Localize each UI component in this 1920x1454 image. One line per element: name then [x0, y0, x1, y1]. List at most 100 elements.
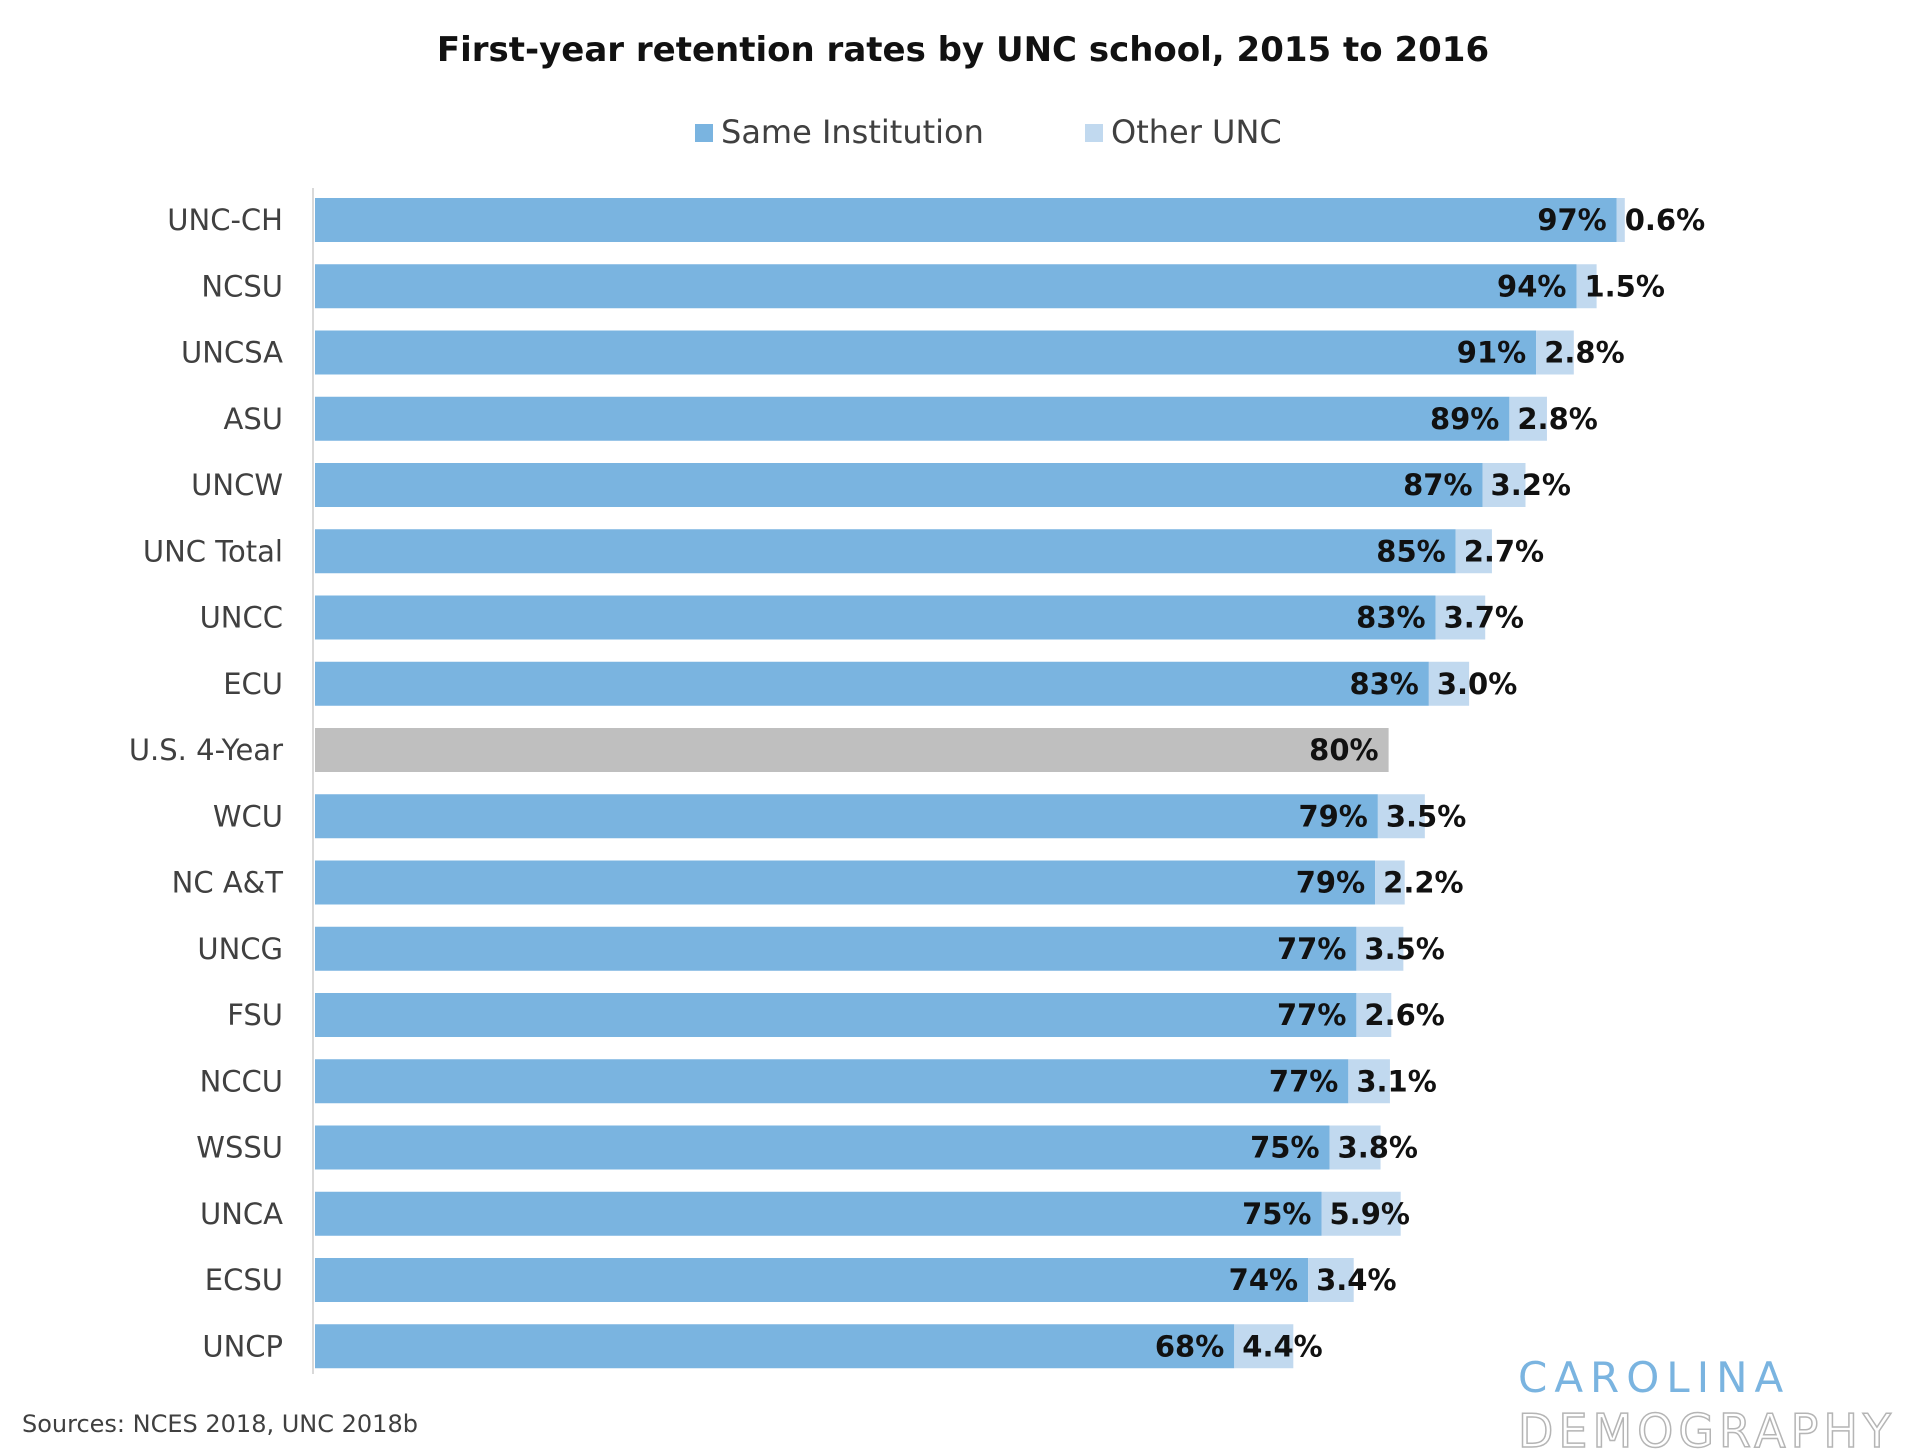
category-label-unc-ch: UNC-CH — [167, 203, 283, 237]
bar-other-fsu — [1356, 993, 1392, 1037]
value-label-same-ncsu: 94% — [1497, 269, 1566, 303]
category-label-ncsu: NCSU — [201, 269, 283, 303]
value-label-other-nc-a-t: 2.2% — [1383, 866, 1463, 900]
category-label-uncw: UNCW — [191, 468, 283, 502]
bar-other-unc-ch — [1616, 198, 1625, 242]
bar-same-wcu — [315, 794, 1378, 839]
brand-line-1: CAROLINA — [1518, 1353, 1790, 1402]
bar-other-uncg — [1356, 926, 1404, 971]
value-label-other-ncsu: 1.5% — [1584, 269, 1664, 303]
legend-label-other: Other UNC — [1111, 113, 1282, 151]
value-label-other-fsu: 2.6% — [1364, 998, 1444, 1032]
value-label-same-wcu: 79% — [1298, 799, 1367, 833]
value-label-same-unc-total: 85% — [1376, 534, 1445, 568]
value-label-same-wssu: 75% — [1250, 1131, 1319, 1165]
bar-same-unca — [315, 1191, 1322, 1236]
value-label-other-unc-total: 2.7% — [1464, 534, 1544, 568]
category-label-ecsu: ECSU — [205, 1263, 283, 1297]
category-label-nc-a-t: NC A&T — [172, 866, 284, 900]
bar-same-uncg — [315, 926, 1357, 971]
bar-other-uncw — [1482, 463, 1526, 507]
bar-same-fsu — [315, 993, 1357, 1037]
bar-other-uncsa — [1536, 330, 1574, 375]
value-label-same-ecsu: 74% — [1229, 1263, 1298, 1297]
category-label-unc-total: UNC Total — [143, 534, 283, 568]
value-label-other-uncw: 3.2% — [1491, 468, 1571, 502]
value-label-same-fsu: 77% — [1277, 998, 1346, 1032]
value-label-same-unca: 75% — [1242, 1197, 1311, 1231]
bar-same-ecu — [315, 661, 1429, 706]
value-label-same-asu: 89% — [1430, 402, 1499, 436]
category-label-asu: ASU — [224, 402, 283, 436]
category-label-uncc: UNCC — [200, 601, 283, 635]
bar-same-uncc — [315, 595, 1436, 640]
bar-other-ncsu — [1576, 264, 1597, 309]
bar-other-wssu — [1329, 1125, 1381, 1170]
bar-other-uncc — [1435, 595, 1486, 640]
bar-other-unc-total — [1455, 529, 1492, 574]
legend-swatch-other — [1085, 124, 1103, 142]
bar-same-wssu — [315, 1125, 1330, 1170]
chart-title: First-year retention rates by UNC school… — [437, 30, 1489, 70]
value-label-same-nccu: 77% — [1269, 1064, 1338, 1098]
bar-same-uncw — [315, 463, 1483, 507]
legend-label-same: Same Institution — [721, 113, 984, 151]
category-label-uncg: UNCG — [197, 932, 283, 966]
value-label-other-wcu: 3.5% — [1386, 799, 1466, 833]
value-label-other-ecsu: 3.4% — [1316, 1263, 1396, 1297]
category-label-unca: UNCA — [200, 1197, 283, 1231]
bar-other-unca — [1321, 1191, 1401, 1236]
legend-swatch-same — [695, 124, 713, 142]
legend: Same Institution Other UNC — [695, 113, 1282, 151]
value-label-other-ecu: 3.0% — [1437, 667, 1517, 701]
bar-same-asu — [315, 396, 1510, 441]
value-label-same-u-s-4-year: 80% — [1309, 733, 1378, 767]
category-label-uncp: UNCP — [202, 1329, 283, 1363]
bar-other-ecsu — [1308, 1258, 1354, 1302]
value-label-other-wssu: 3.8% — [1338, 1131, 1418, 1165]
bar-other-asu — [1509, 396, 1547, 441]
brand-logo: CAROLINA DEMOGRAPHY — [1517, 1353, 1896, 1454]
bar-other-uncp — [1234, 1324, 1294, 1369]
value-label-same-uncc: 83% — [1356, 601, 1425, 635]
value-label-same-unc-ch: 97% — [1537, 203, 1606, 237]
bar-same-uncp — [315, 1324, 1235, 1369]
bar-same-ecsu — [315, 1258, 1309, 1302]
bar-same-nccu — [315, 1059, 1349, 1104]
bars-group: UNC-CH 97% 0.6% NCSU 94% 1.5% UNCSA 91% 2.8% ASU 8… — [129, 198, 1705, 1369]
value-label-same-uncg: 77% — [1277, 932, 1346, 966]
category-label-ecu: ECU — [223, 667, 283, 701]
brand-line-2: DEMOGRAPHY — [1518, 1404, 1896, 1454]
category-label-u-s-4-year: U.S. 4-Year — [129, 733, 283, 767]
value-label-other-uncc: 3.7% — [1444, 601, 1524, 635]
value-label-same-uncp: 68% — [1155, 1329, 1224, 1363]
category-label-uncsa: UNCSA — [181, 336, 283, 370]
category-label-fsu: FSU — [227, 998, 283, 1032]
bar-other-nc-a-t — [1375, 860, 1405, 905]
bar-other-nccu — [1348, 1059, 1390, 1104]
value-label-other-uncg: 3.5% — [1364, 932, 1444, 966]
bar-same-nc-a-t — [315, 860, 1376, 905]
value-label-other-unc-ch: 0.6% — [1625, 203, 1705, 237]
bar-same-uncsa — [315, 330, 1537, 375]
value-label-other-asu: 2.8% — [1517, 402, 1597, 436]
value-label-other-unca: 5.9% — [1330, 1197, 1410, 1231]
bar-other-wcu — [1377, 794, 1425, 839]
source-note: Sources: NCES 2018, UNC 2018b — [22, 1410, 418, 1438]
value-label-other-uncsa: 2.8% — [1544, 336, 1624, 370]
value-label-same-ecu: 83% — [1349, 667, 1418, 701]
value-label-same-uncw: 87% — [1403, 468, 1472, 502]
value-label-same-uncsa: 91% — [1457, 336, 1526, 370]
value-label-other-nccu: 3.1% — [1356, 1064, 1436, 1098]
bar-other-ecu — [1428, 661, 1470, 706]
value-label-same-nc-a-t: 79% — [1296, 866, 1365, 900]
bar-same-u-s-4-year — [315, 728, 1389, 772]
value-label-other-uncp: 4.4% — [1242, 1329, 1322, 1363]
bar-same-unc-total — [315, 529, 1456, 574]
category-label-wssu: WSSU — [196, 1131, 283, 1165]
bar-same-unc-ch — [315, 198, 1617, 242]
category-label-wcu: WCU — [213, 799, 283, 833]
category-label-nccu: NCCU — [200, 1064, 283, 1098]
bar-same-ncsu — [315, 264, 1577, 309]
